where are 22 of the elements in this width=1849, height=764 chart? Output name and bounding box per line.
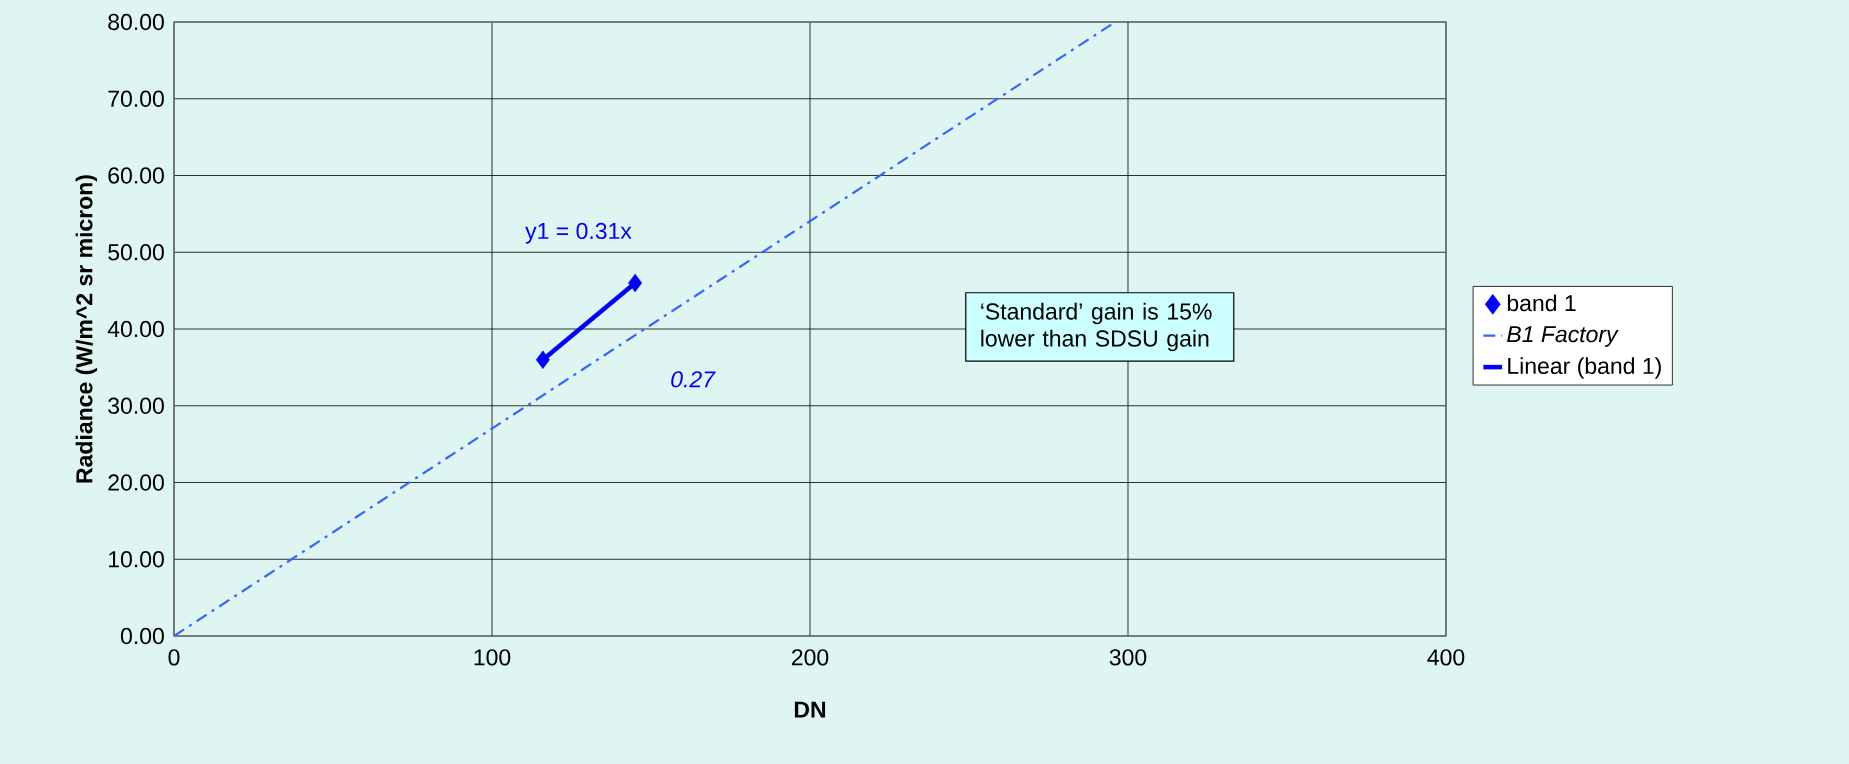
y-tick-label: 50.00	[108, 244, 164, 261]
y-tick-label: 80.00	[108, 13, 164, 31]
x-tick-label: 200	[791, 649, 829, 666]
y-axis-title: Radiance (W/m^2 sr micron)	[75, 175, 98, 483]
x-tick-label: 0	[168, 649, 180, 666]
x-axis-title: DN	[794, 701, 826, 718]
y-tick-label: 0.00	[120, 627, 164, 645]
annotation: ‘Standard’ gain is 15% lower than SDSU gain	[981, 302, 1212, 352]
legend-label: B1 Factory	[1507, 326, 1619, 347]
y-tick-label: 60.00	[108, 167, 164, 184]
annotation: y1 = 0.31x	[525, 222, 632, 244]
x-tick-label: 100	[474, 649, 511, 666]
y-tick-label: 70.00	[108, 90, 164, 107]
x-tick-label: 300	[1109, 649, 1147, 666]
x-tick-label: 400	[1427, 649, 1465, 666]
y-tick-label: 30.00	[108, 397, 164, 414]
y-tick-label: 20.00	[108, 474, 164, 491]
y-tick-label: 10.00	[109, 551, 164, 568]
legend-label: Linear (band 1)	[1508, 357, 1661, 379]
y-tick-label: 40.00	[107, 320, 164, 338]
annotation: 0.27	[671, 371, 716, 388]
legend-label: band 1	[1507, 294, 1576, 312]
